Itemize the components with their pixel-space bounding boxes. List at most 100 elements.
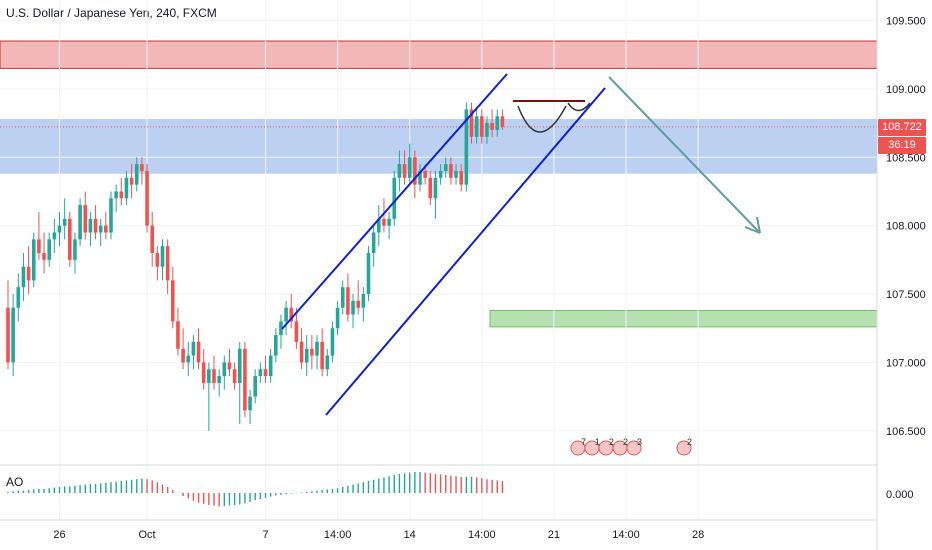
candle [222,355,227,390]
candle [201,348,206,390]
candle [443,157,448,178]
candle [402,150,407,185]
candle-body [397,164,402,178]
candle-body [207,369,211,383]
x-tick-label: 14:00 [468,529,496,541]
candle-body [464,109,469,185]
candle-body [413,157,417,185]
ao-value-label: 0.000 [886,489,914,501]
candle-body [217,376,221,383]
candle [392,170,397,226]
candle [68,211,72,267]
candle [418,164,422,192]
candle [413,150,417,199]
candle [361,287,366,322]
candle [31,232,36,288]
candle-body [6,307,10,363]
candle-body [165,246,170,281]
candle-body [119,191,124,199]
candle-body [268,355,273,377]
candle [186,341,191,377]
candle-body [315,341,319,356]
candle [129,164,134,199]
candle [469,102,474,144]
cup-curve [517,105,567,133]
candle [304,335,309,377]
candle [346,273,350,322]
candle-body [449,164,453,178]
candle-body [423,170,427,178]
candle [217,369,221,397]
candle-body [485,123,489,137]
candle-body [11,307,15,363]
candle [207,362,211,431]
candle-body [21,266,26,288]
candle [21,253,26,301]
event-flag-icon: 7 [570,437,586,456]
candle [480,109,484,144]
candle [438,164,443,185]
candle [160,239,165,281]
candle [500,109,505,130]
candle-body [176,321,180,349]
candle-body [171,280,175,322]
candle [62,198,67,240]
candle [299,328,304,370]
candle-body [52,232,57,240]
x-tick-label: 7 [262,529,268,541]
candle [263,355,268,383]
event-flag-circle [676,440,692,456]
candle [232,362,237,390]
event-count: 3 [637,437,642,447]
candle-body [83,205,88,233]
candle-body [62,218,67,226]
candle [258,362,263,383]
candle-body [201,362,206,383]
candle [449,157,453,185]
candle-body [104,225,108,233]
event-flag-icon: 1 [584,437,600,456]
ao-layer [7,472,504,507]
countdown-badge: 36:19 [878,136,926,154]
candle-body [459,170,463,185]
channel-lower-line [325,87,606,416]
candle-body [304,348,309,363]
candle-body [371,232,376,254]
candle-body [402,164,407,178]
event-count: 2 [623,437,628,447]
candle [124,170,129,206]
zone-target [489,309,878,328]
candle [253,369,257,404]
candle-body [186,355,191,363]
candle-body [299,341,304,363]
candle [98,218,103,247]
candle-body [289,307,294,322]
candle [495,109,500,137]
candle [165,239,170,295]
candle [42,232,46,274]
candle-body [227,362,232,370]
candle-body [78,205,82,240]
candle-body [335,307,340,329]
candle [279,314,283,349]
zone-supply [0,118,877,174]
candle [268,348,273,383]
candle [371,225,376,267]
candle [176,307,180,356]
candle [428,170,433,206]
chart-title: U.S. Dollar / Japanese Yen, 240, FXCM [6,6,217,20]
candle [150,211,154,267]
candle-body [88,218,93,233]
candle-body [98,225,103,233]
candle-body [351,300,355,315]
candle-body [480,116,484,137]
event-count: 2 [609,437,614,447]
candle-body [109,198,113,233]
candle [474,109,479,144]
y-tick-label: 107.000 [886,357,926,369]
candle-body [428,177,433,199]
candle [464,102,469,192]
